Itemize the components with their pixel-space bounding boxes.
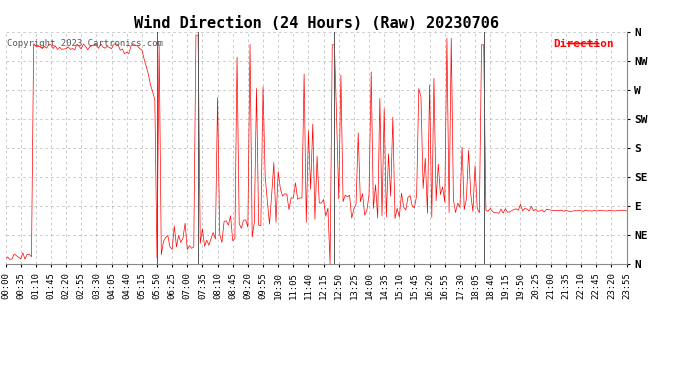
Text: Direction: Direction — [553, 39, 614, 49]
Title: Wind Direction (24 Hours) (Raw) 20230706: Wind Direction (24 Hours) (Raw) 20230706 — [134, 16, 498, 31]
Text: Copyright 2023 Cartronics.com: Copyright 2023 Cartronics.com — [7, 39, 163, 48]
